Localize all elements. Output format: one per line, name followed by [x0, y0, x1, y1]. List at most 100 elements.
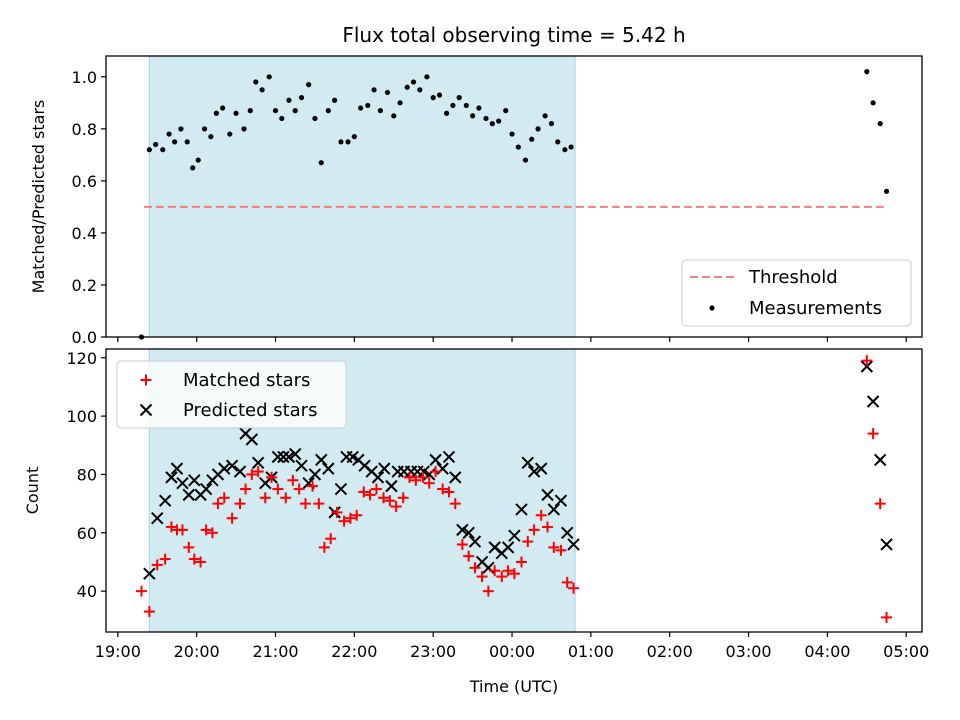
count-x-tick-label: 01:00 [568, 642, 614, 661]
predicted-point [188, 474, 201, 487]
count-y-tick-label: 80 [77, 465, 97, 484]
measurement-point [436, 92, 443, 98]
matched-point [515, 556, 527, 568]
cross-stroke-b [225, 459, 239, 472]
predicted-point [521, 456, 535, 469]
measurement-point [522, 157, 529, 163]
matched-point [489, 565, 501, 577]
measurement-point [443, 110, 450, 116]
matched-point [861, 355, 873, 367]
matched-point [135, 585, 147, 597]
measurement-point [160, 147, 166, 153]
count-x-tick-label: 21:00 [252, 642, 298, 661]
matched-point [502, 565, 514, 577]
predicted-point [245, 433, 259, 446]
matched-point [555, 544, 567, 556]
ratio-legend-box [681, 259, 912, 327]
ratio-y-tick-label: 1.0 [72, 68, 97, 87]
legend-plus-marker [140, 374, 152, 386]
matched-point [200, 524, 212, 536]
measurement-point [166, 131, 172, 137]
matched-point [542, 521, 554, 533]
matched-point [143, 606, 155, 618]
matched-point [280, 492, 292, 504]
matched-point [561, 576, 573, 588]
cross-stroke-b [541, 488, 554, 502]
matched-point [535, 509, 547, 521]
matched-point [313, 498, 325, 510]
predicted-point [251, 456, 265, 469]
cross-stroke-b [880, 538, 893, 551]
matched-point [331, 506, 343, 518]
measurement-point [463, 102, 469, 109]
predicted-point [541, 488, 554, 502]
measurement-point [877, 121, 883, 127]
cross-stroke-b [482, 561, 495, 575]
matched-point [344, 512, 356, 524]
measurement-point [515, 144, 521, 150]
chart-title: Flux total observing time = 5.42 h [342, 23, 685, 47]
measurement-point [286, 97, 292, 103]
matched-point [299, 498, 311, 510]
cross-stroke-b [358, 459, 371, 472]
cross-stroke-b [527, 465, 541, 478]
matched-point [390, 501, 402, 513]
cross-stroke-b [442, 450, 456, 464]
predicted-point [271, 450, 285, 464]
measurement-point [318, 160, 324, 166]
matched-point [482, 585, 494, 597]
measurement-point [404, 84, 410, 90]
legend-threshold-label: Threshold [748, 267, 838, 288]
count-x-tick-label: 00:00 [489, 642, 535, 661]
matched-point [226, 512, 238, 524]
matched-point [364, 489, 376, 501]
matched-point [417, 471, 429, 483]
legend-measurements-label: Measurements [749, 298, 882, 319]
predicted-point [182, 488, 195, 502]
predicted-point [143, 567, 156, 580]
measurement-point [503, 108, 509, 114]
measurement-point [241, 126, 247, 132]
measurement-point [338, 139, 344, 145]
measurement-point [456, 95, 462, 101]
x-axis-label: Time (UTC) [469, 677, 558, 696]
measurement-point [233, 110, 239, 116]
matched-point [318, 541, 330, 553]
count-x-tick-label: 04:00 [804, 642, 850, 661]
cross-stroke-b [365, 465, 378, 478]
predicted-point [554, 494, 568, 507]
count-y-tick-label: 40 [77, 582, 97, 601]
matched-point [463, 550, 475, 562]
measurement-point [476, 105, 482, 111]
predicted-point [176, 476, 189, 490]
measurement-point [365, 102, 371, 109]
predicted-point [225, 459, 239, 472]
measurement-point [208, 134, 214, 140]
predicted-point [880, 538, 893, 551]
ratio-y-tick-label: 0.8 [72, 120, 97, 139]
predicted-point [282, 450, 296, 464]
cross-stroke-b [352, 453, 365, 467]
cross-stroke-b [139, 403, 153, 417]
matched-point [240, 483, 252, 495]
matched-point [384, 495, 396, 507]
measurement-point [864, 69, 870, 75]
measurement-point [190, 165, 196, 171]
count-panel: 40 60 80 100 120 19:00 20:00 21:00 22:00 23:00 00:… [23, 348, 929, 696]
matched-point [437, 483, 449, 495]
predicted-point [308, 468, 322, 481]
legend-measurements-swatch [709, 305, 715, 311]
measurement-point [266, 74, 272, 80]
matched-point [476, 571, 488, 583]
cross-stroke-b [468, 535, 482, 548]
matched-point [874, 498, 886, 510]
matched-point [548, 541, 560, 553]
matched-point [496, 571, 508, 583]
matched-point [378, 492, 390, 504]
predicted-point [289, 447, 302, 461]
cross-stroke-b [866, 395, 880, 408]
cross-stroke-b [170, 462, 184, 475]
measurement-point [377, 108, 383, 114]
cross-stroke-b [315, 453, 328, 467]
matched-point [266, 471, 278, 483]
